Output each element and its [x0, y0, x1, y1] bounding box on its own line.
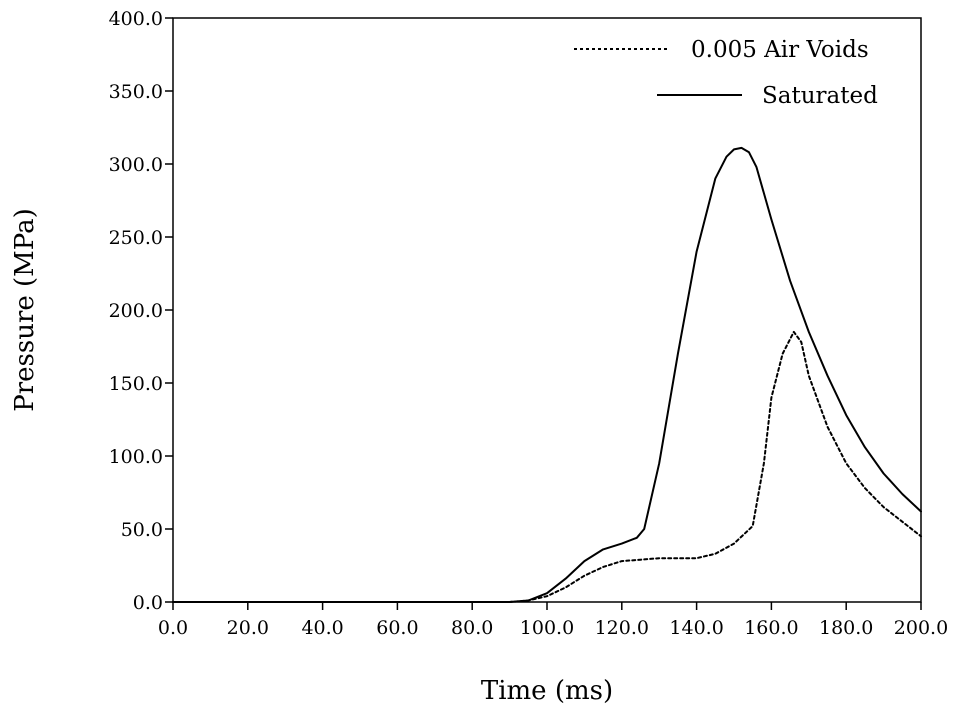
- y-tick-label: 400.0: [109, 8, 163, 30]
- plot-area: [172, 146, 922, 603]
- legend-label: Saturated: [762, 83, 878, 109]
- y-tick-label: 300.0: [109, 154, 163, 176]
- y-tick-label: 250.0: [109, 227, 163, 249]
- x-tick-label: 40.0: [301, 617, 343, 639]
- plot-frame: [172, 17, 922, 603]
- series-line-saturated: [172, 146, 922, 603]
- x-tick-label: 160.0: [744, 617, 798, 639]
- x-tick-label: 140.0: [669, 617, 723, 639]
- x-tick-label: 80.0: [451, 617, 493, 639]
- y-tick-label: 100.0: [109, 446, 163, 468]
- y-axis: 0.0 50.0 100.0 150.0 200.0 250.0 300.0 350.0 400…: [109, 8, 173, 614]
- y-axis-title: Pressure (MPa): [10, 208, 40, 412]
- x-tick-label: 180.0: [819, 617, 873, 639]
- y-tick-label: 150.0: [109, 373, 163, 395]
- y-tick-label: 350.0: [109, 81, 163, 103]
- x-tick-label: 200.0: [894, 617, 948, 639]
- y-tick-label: 0.0: [133, 592, 163, 614]
- legend: 0.005 Air Voids Saturated: [574, 37, 878, 109]
- x-tick-label: 100.0: [520, 617, 574, 639]
- series-line-air-voids: [172, 330, 922, 603]
- y-tick-label: 200.0: [109, 300, 163, 322]
- x-tick-label: 0.0: [158, 617, 188, 639]
- x-axis: 0.0 20.0 40.0 60.0 80.0 100.0 120.0 140.0 160.0 1…: [158, 602, 948, 639]
- y-tick-label: 50.0: [121, 519, 163, 541]
- legend-label: 0.005 Air Voids: [691, 37, 869, 63]
- x-tick-label: 120.0: [595, 617, 649, 639]
- x-tick-label: 60.0: [376, 617, 418, 639]
- x-axis-title: Time (ms): [481, 676, 613, 706]
- x-tick-label: 20.0: [227, 617, 269, 639]
